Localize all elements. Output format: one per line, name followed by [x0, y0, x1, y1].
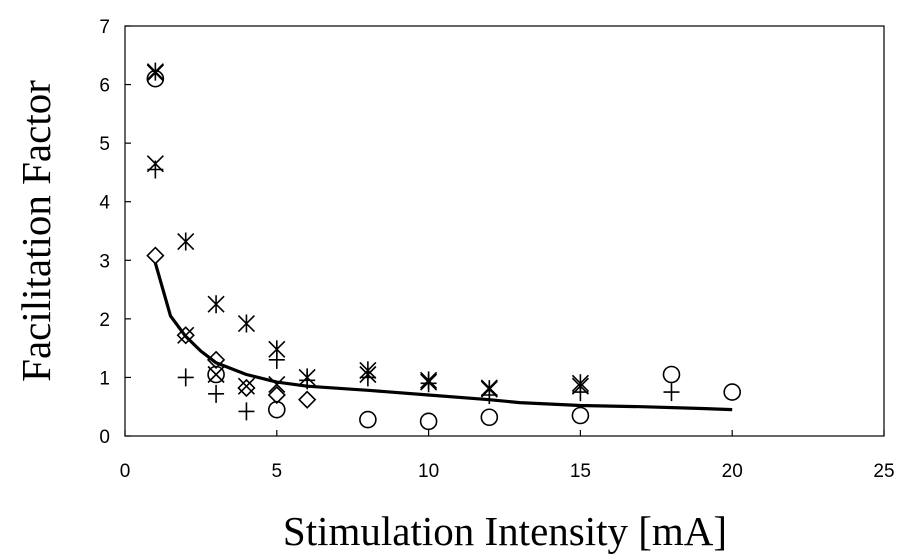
diamond-marker	[298, 390, 317, 409]
y-axis-title: Facilitation Factor	[13, 80, 59, 382]
circle-marker	[359, 410, 377, 429]
asterisk-marker	[146, 62, 164, 81]
x-axis-title: Stimulation Intensity [mA]	[283, 508, 727, 554]
diamond-marker	[206, 350, 226, 369]
diamond-marker	[237, 378, 256, 398]
plot-area-frame	[124, 25, 885, 437]
plus-marker	[481, 386, 498, 404]
circle-marker	[571, 406, 590, 425]
plus-marker	[299, 371, 316, 390]
diamond-marker	[267, 385, 286, 405]
y-tick-label: 7	[99, 17, 110, 38]
asterisk-marker	[237, 314, 256, 333]
diamond-marker	[146, 246, 165, 265]
plus-marker	[238, 402, 255, 421]
y-tick-label: 5	[99, 134, 110, 155]
x-tick-label: 0	[120, 461, 131, 482]
x-marker	[177, 326, 195, 344]
x-tick-label: 25	[873, 461, 894, 482]
y-tick-label: 0	[99, 427, 110, 448]
circle-marker	[419, 412, 438, 431]
plus-marker	[177, 368, 194, 387]
plus-marker	[420, 374, 437, 393]
circle-marker	[723, 383, 742, 401]
y-tick-label: 3	[99, 251, 110, 272]
y-tick-label: 2	[99, 310, 110, 331]
asterisk-marker	[207, 295, 225, 314]
x-tick-label: 5	[272, 461, 283, 482]
plus-marker	[208, 384, 225, 403]
data-markers	[146, 62, 742, 431]
x-tick-label: 20	[722, 461, 743, 482]
circle-marker	[480, 408, 499, 427]
diamond-marker	[176, 326, 195, 345]
y-tick-label: 4	[99, 193, 110, 214]
plus-marker	[663, 383, 680, 402]
plus-marker	[359, 368, 376, 387]
x-marker	[207, 365, 225, 384]
x-tick-label: 10	[418, 461, 439, 482]
y-tick-label: 6	[99, 76, 110, 97]
circle-marker	[267, 400, 286, 419]
x-marker	[268, 375, 286, 394]
y-tick-label: 1	[99, 368, 110, 389]
asterisk-marker	[177, 232, 195, 251]
fit-line-group	[153, 262, 733, 412]
fit-curve	[153, 262, 733, 412]
axis-ticks: 0 5 10 15 20 25 0 1 2 3 4 5 6 7	[99, 17, 894, 482]
plus-marker	[268, 350, 285, 369]
circle-marker	[662, 365, 681, 384]
x-tick-label: 15	[570, 461, 591, 482]
plus-marker	[147, 160, 164, 179]
circle-marker	[207, 365, 225, 384]
plus-marker	[572, 383, 589, 402]
